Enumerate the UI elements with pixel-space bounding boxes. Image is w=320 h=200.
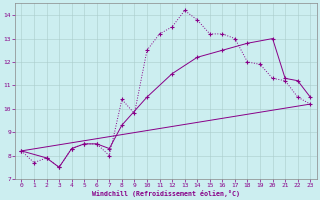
X-axis label: Windchill (Refroidissement éolien,°C): Windchill (Refroidissement éolien,°C) bbox=[92, 190, 240, 197]
